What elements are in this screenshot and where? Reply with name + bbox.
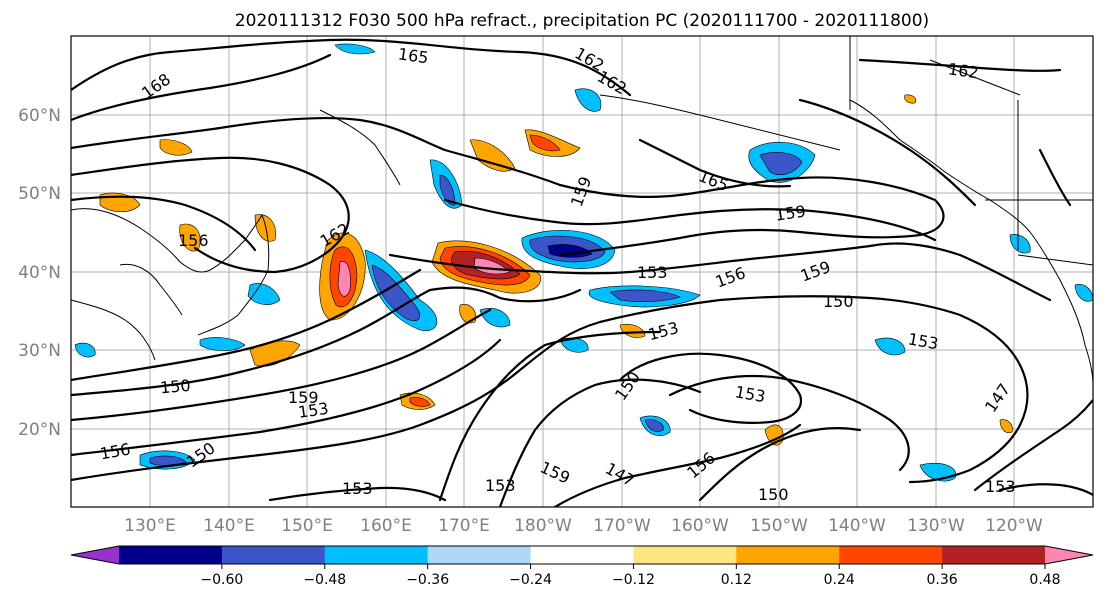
colorbar-tick-label: −0.60: [200, 572, 243, 588]
lon-label: 130°W: [907, 516, 965, 536]
contour-label: 153: [985, 477, 1016, 496]
lon-label: 120°W: [985, 516, 1043, 536]
colorbar-segment: [427, 546, 532, 564]
lat-label: 30°N: [18, 341, 61, 361]
colorbar-segment: [530, 546, 634, 564]
colorbar-tick-label: 0.36: [927, 572, 958, 588]
colorbar-tick-label: 0.24: [824, 572, 855, 588]
lon-label: 160°W: [671, 516, 729, 536]
latitude-labels: 60°N 50°N 40°N 30°N 20°N: [18, 106, 61, 440]
colorbar-segment: [839, 546, 943, 564]
contour-label: 150: [159, 376, 191, 398]
contour-label: 150: [823, 292, 854, 311]
colorbar-tick-label: −0.48: [303, 572, 346, 588]
lon-label: 140°E: [203, 516, 255, 536]
refractivity-contours: [71, 38, 1093, 507]
lon-label: 150°W: [750, 516, 808, 536]
map-title: 2020111312 F030 500 hPa refract., precip…: [235, 11, 929, 31]
colorbar-tick-label: −0.12: [612, 572, 655, 588]
lon-label: 150°E: [281, 516, 333, 536]
lon-label: 170°E: [438, 516, 490, 536]
lat-label: 20°N: [18, 420, 61, 440]
colorbar-outline: [70, 545, 1094, 565]
colorbar-segment: [1045, 546, 1093, 564]
lon-label: 140°W: [828, 516, 886, 536]
contour-label: 156: [178, 231, 209, 250]
contour-label: 153: [637, 263, 668, 282]
lon-label: 170°W: [593, 516, 651, 536]
contour-label: 150: [758, 485, 789, 504]
lon-label: 180°W: [514, 516, 572, 536]
contour-label: 153: [485, 476, 516, 495]
lat-label: 50°N: [18, 184, 61, 204]
colorbar-tick-label: 0.48: [1029, 572, 1060, 588]
colorbar-segment: [633, 546, 737, 564]
colorbar-segment: [736, 546, 840, 564]
precip-fill-areas: [74, 43, 1093, 482]
map-panel: 165 162 162 168 162 165 159 156 159 156 …: [70, 35, 1094, 508]
colorbar-segment: [71, 546, 119, 564]
colorbar-tick-label: 0.12: [721, 572, 752, 588]
lat-label: 40°N: [18, 263, 61, 283]
colorbar-tick-label: −0.24: [509, 572, 552, 588]
lon-label: 160°E: [360, 516, 412, 536]
colorbar-segment: [942, 546, 1046, 564]
contour-label: 162: [947, 59, 980, 82]
contour-label: 159: [288, 388, 319, 407]
colorbar-segment: [324, 546, 429, 564]
contour-label: 153: [342, 479, 373, 498]
contour-label: 165: [397, 44, 430, 67]
longitude-labels: 130°E 140°E 150°E 160°E 170°E 180°W 170°…: [124, 516, 1043, 536]
lat-label: 60°N: [18, 106, 61, 126]
colorbar: −0.60 −0.48 −0.36 −0.24 −0.12 0.12 0.24 0.36 0.4…: [70, 545, 1094, 588]
coastlines: [71, 36, 1093, 386]
lon-label: 130°E: [124, 516, 176, 536]
contour-label: 153: [297, 399, 330, 422]
contour-label: 159: [774, 202, 807, 225]
colorbar-tick-label: −0.36: [406, 572, 449, 588]
colorbar-segment: [221, 546, 326, 564]
colorbar-segment: [119, 546, 223, 564]
